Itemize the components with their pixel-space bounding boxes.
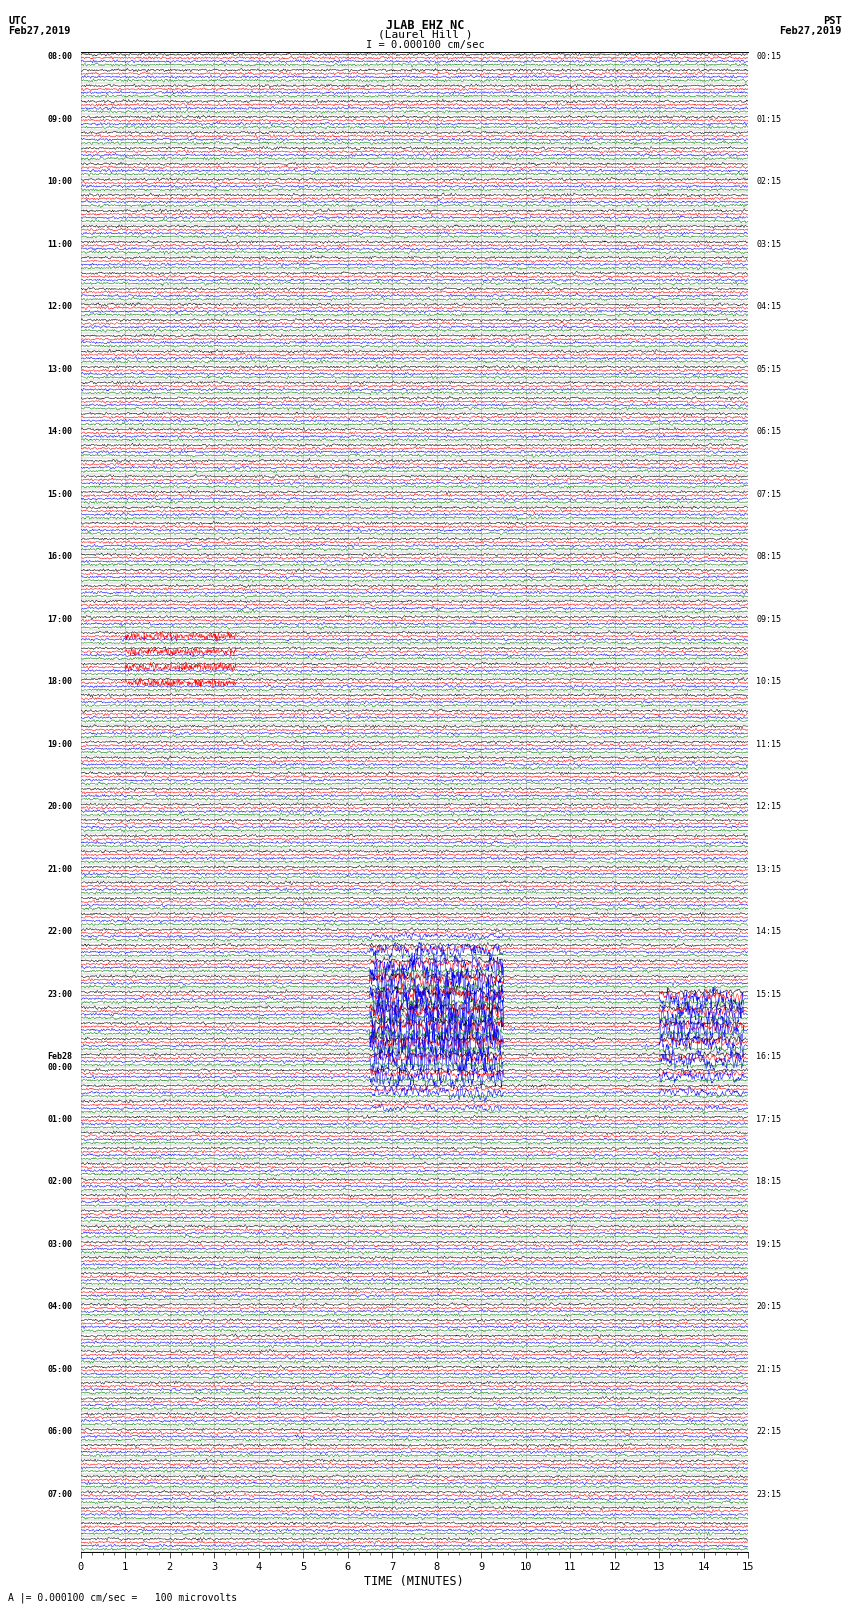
Text: 18:00: 18:00: [48, 677, 73, 687]
Text: 14:00: 14:00: [48, 427, 73, 437]
Text: 01:00: 01:00: [48, 1115, 73, 1124]
Text: A |= 0.000100 cm/sec =   100 microvolts: A |= 0.000100 cm/sec = 100 microvolts: [8, 1592, 238, 1603]
Text: 13:00: 13:00: [48, 365, 73, 374]
X-axis label: TIME (MINUTES): TIME (MINUTES): [365, 1574, 464, 1587]
Text: 21:00: 21:00: [48, 865, 73, 874]
Text: 03:00: 03:00: [48, 1240, 73, 1248]
Text: 07:00: 07:00: [48, 1490, 73, 1498]
Text: 19:00: 19:00: [48, 740, 73, 748]
Text: 08:00: 08:00: [48, 52, 73, 61]
Text: 17:15: 17:15: [756, 1115, 781, 1124]
Text: 07:15: 07:15: [756, 490, 781, 498]
Text: 11:00: 11:00: [48, 240, 73, 248]
Text: (Laurel Hill ): (Laurel Hill ): [377, 29, 473, 39]
Text: 22:15: 22:15: [756, 1428, 781, 1437]
Text: 16:15: 16:15: [756, 1052, 781, 1061]
Text: 06:00: 06:00: [48, 1428, 73, 1437]
Text: 16:00: 16:00: [48, 552, 73, 561]
Text: 23:15: 23:15: [756, 1490, 781, 1498]
Text: 02:00: 02:00: [48, 1177, 73, 1187]
Text: 11:15: 11:15: [756, 740, 781, 748]
Text: 14:15: 14:15: [756, 927, 781, 937]
Text: 04:15: 04:15: [756, 302, 781, 311]
Text: JLAB EHZ NC: JLAB EHZ NC: [386, 19, 464, 32]
Text: 21:15: 21:15: [756, 1365, 781, 1374]
Text: 15:15: 15:15: [756, 990, 781, 998]
Text: 22:00: 22:00: [48, 927, 73, 937]
Text: 03:15: 03:15: [756, 240, 781, 248]
Text: I = 0.000100 cm/sec: I = 0.000100 cm/sec: [366, 40, 484, 50]
Text: 10:00: 10:00: [48, 177, 73, 187]
Text: 05:00: 05:00: [48, 1365, 73, 1374]
Text: 09:00: 09:00: [48, 115, 73, 124]
Text: UTC: UTC: [8, 16, 27, 26]
Text: 18:15: 18:15: [756, 1177, 781, 1187]
Text: 00:15: 00:15: [756, 52, 781, 61]
Text: 13:15: 13:15: [756, 865, 781, 874]
Text: 09:15: 09:15: [756, 615, 781, 624]
Text: 10:15: 10:15: [756, 677, 781, 687]
Text: 04:00: 04:00: [48, 1302, 73, 1311]
Text: 17:00: 17:00: [48, 615, 73, 624]
Text: 20:15: 20:15: [756, 1302, 781, 1311]
Text: 06:15: 06:15: [756, 427, 781, 437]
Text: 23:00: 23:00: [48, 990, 73, 998]
Text: Feb27,2019: Feb27,2019: [8, 26, 71, 35]
Text: PST: PST: [823, 16, 842, 26]
Text: 15:00: 15:00: [48, 490, 73, 498]
Text: 20:00: 20:00: [48, 802, 73, 811]
Text: Feb28
00:00: Feb28 00:00: [48, 1052, 73, 1073]
Text: 12:00: 12:00: [48, 302, 73, 311]
Text: 19:15: 19:15: [756, 1240, 781, 1248]
Text: 12:15: 12:15: [756, 802, 781, 811]
Text: Feb27,2019: Feb27,2019: [779, 26, 842, 35]
Text: 01:15: 01:15: [756, 115, 781, 124]
Text: 02:15: 02:15: [756, 177, 781, 187]
Text: 08:15: 08:15: [756, 552, 781, 561]
Text: 05:15: 05:15: [756, 365, 781, 374]
